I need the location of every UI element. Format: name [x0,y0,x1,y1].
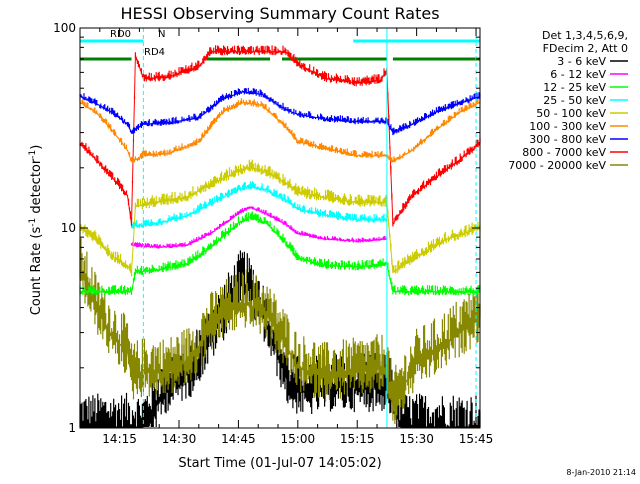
y-tick-label: 10 [61,221,76,235]
flag-bar-rd4-2 [282,57,387,61]
legend-label-6: 300 - 800 keV [529,133,606,146]
legend-label-3: 25 - 50 keV [543,94,606,107]
footer-date: 8-Jan-2010 21:14 [566,468,636,477]
series-4 [79,159,481,277]
flag-label-rd4: RD4 [144,47,165,58]
x-tick-label: 14:45 [221,432,256,446]
y-tick-label: 1 [68,421,76,435]
x-tick-label: 14:15 [102,432,137,446]
legend-label-7: 800 - 7000 keV [522,146,606,159]
flag-bars: RD0 N RD4 [80,29,480,61]
series-line [79,269,481,407]
series-line [79,101,481,163]
flag-bar-rd4-1 [206,57,271,61]
series-group [79,45,481,428]
series-line [131,206,387,248]
flag-bar-rd0-1 [353,39,480,43]
series-line [79,91,481,134]
y-axis-label-mid: detector [29,158,44,218]
series-7 [79,87,481,136]
legend: Det 1,3,4,5,6,9,FDecim 2, Att 03 - 6 keV… [508,29,628,172]
series-line [79,51,481,226]
flag-label-n: N [158,29,165,40]
flag-bar-rd4-3 [392,57,480,61]
y-axis-label-main: Count Rate (s [29,227,44,316]
legend-label-8: 7000 - 20000 keV [508,159,606,172]
flag-bar-rd0-0 [80,39,144,43]
legend-header-1: FDecim 2, Att 0 [543,42,628,55]
y-axis-label-sup-1: -1 [28,218,38,227]
series-line [79,166,481,275]
axes: 14:15 14:30 14:45 15:00 15:15 15:30 15:45 1 10 10… [53,21,493,446]
y-axis-label-end: ) [29,145,44,150]
legend-label-1: 6 - 12 keV [550,68,606,81]
x-tick-label: 15:30 [399,432,434,446]
series-2 [79,211,481,296]
series-3 [130,206,388,249]
x-tick-label: 15:00 [281,432,316,446]
series-line [131,185,387,227]
x-tick-label: 15:45 [459,432,494,446]
legend-label-4: 50 - 100 keV [536,107,606,120]
flag-bar-rd4-0 [80,57,132,61]
series-line [80,280,480,428]
y-axis-label: Count Rate (s-1 detector-1) [28,145,44,316]
legend-label-5: 100 - 300 keV [529,120,606,133]
series-line [80,216,480,293]
legend-label-2: 12 - 25 keV [543,81,606,94]
x-axis-label: Start Time (01-Jul-07 14:05:02) [178,456,381,471]
x-tick-label: 15:15 [340,432,375,446]
y-axis-label-sup-2: -1 [28,150,38,159]
y-tick-label: 100 [53,21,76,35]
legend-header-0: Det 1,3,4,5,6,9, [542,29,628,42]
chart-title: HESSI Observing Summary Count Rates [120,4,439,23]
legend-label-0: 3 - 6 keV [557,55,606,68]
x-tick-label: 14:30 [162,432,197,446]
flag-label-rd0: RD0 [110,29,131,40]
